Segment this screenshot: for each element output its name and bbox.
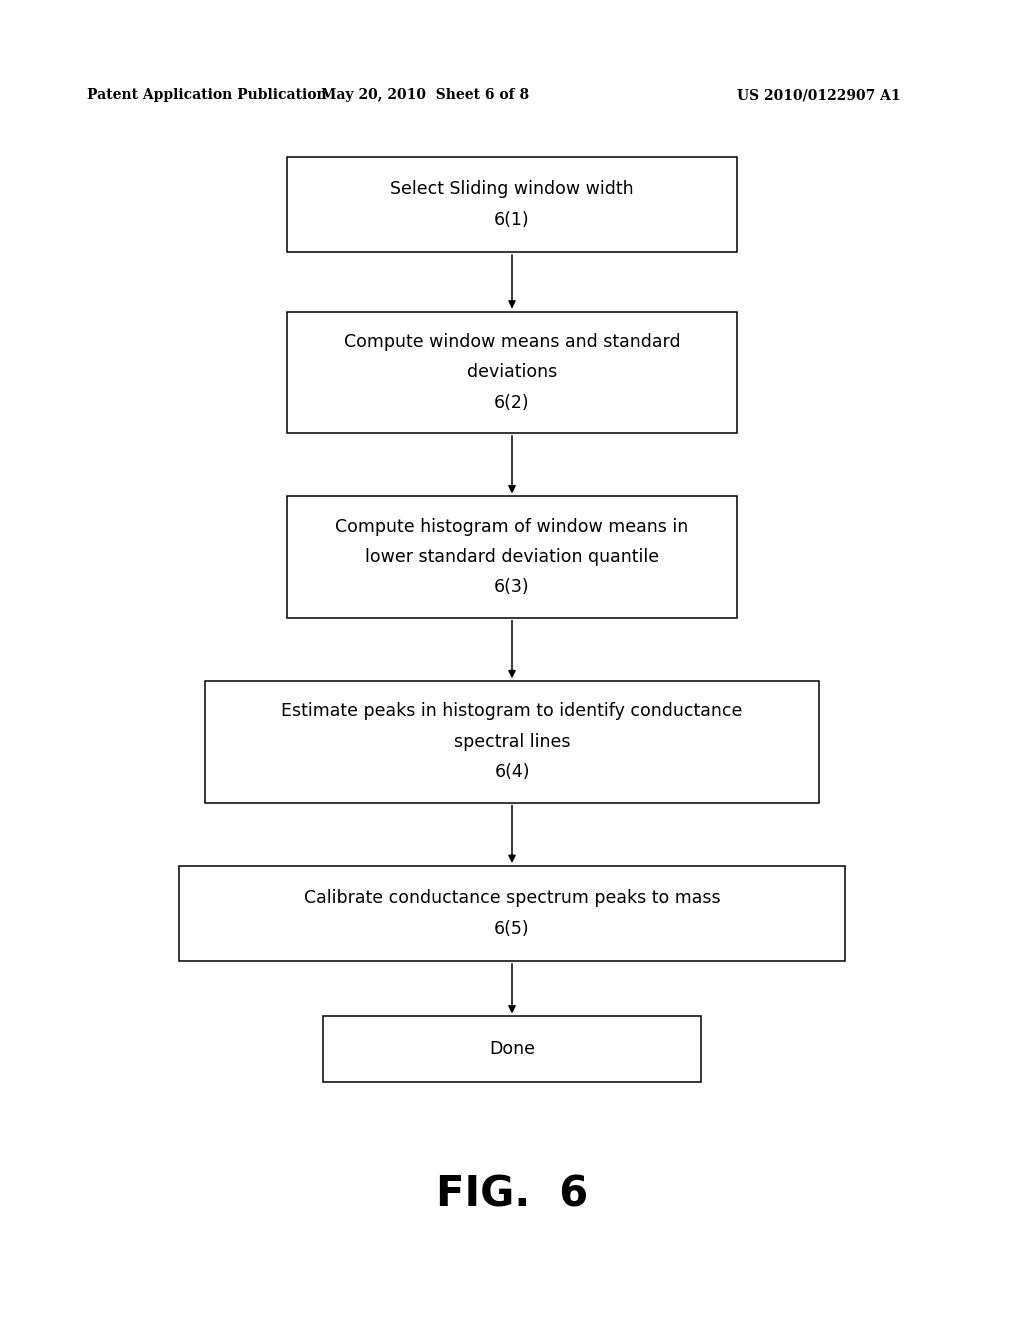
- Text: May 20, 2010  Sheet 6 of 8: May 20, 2010 Sheet 6 of 8: [321, 88, 529, 102]
- Text: 6(3): 6(3): [495, 578, 529, 597]
- Bar: [287, 157, 737, 252]
- Text: deviations: deviations: [467, 363, 557, 381]
- Bar: [323, 1016, 701, 1082]
- Bar: [205, 681, 819, 803]
- Text: FIG.  6: FIG. 6: [436, 1173, 588, 1216]
- Text: US 2010/0122907 A1: US 2010/0122907 A1: [737, 88, 901, 102]
- Text: Done: Done: [489, 1040, 535, 1059]
- Bar: [287, 496, 737, 618]
- Text: 6(1): 6(1): [495, 211, 529, 228]
- Bar: [287, 312, 737, 433]
- Text: 6(4): 6(4): [495, 763, 529, 781]
- Text: spectral lines: spectral lines: [454, 733, 570, 751]
- Text: Patent Application Publication: Patent Application Publication: [87, 88, 327, 102]
- Bar: [179, 866, 845, 961]
- Text: Estimate peaks in histogram to identify conductance: Estimate peaks in histogram to identify …: [282, 702, 742, 721]
- Text: Compute histogram of window means in: Compute histogram of window means in: [336, 517, 688, 536]
- Text: 6(2): 6(2): [495, 393, 529, 412]
- Text: Compute window means and standard: Compute window means and standard: [344, 333, 680, 351]
- Text: Calibrate conductance spectrum peaks to mass: Calibrate conductance spectrum peaks to …: [304, 890, 720, 907]
- Text: 6(5): 6(5): [495, 920, 529, 937]
- Text: lower standard deviation quantile: lower standard deviation quantile: [365, 548, 659, 566]
- Text: Select Sliding window width: Select Sliding window width: [390, 181, 634, 198]
